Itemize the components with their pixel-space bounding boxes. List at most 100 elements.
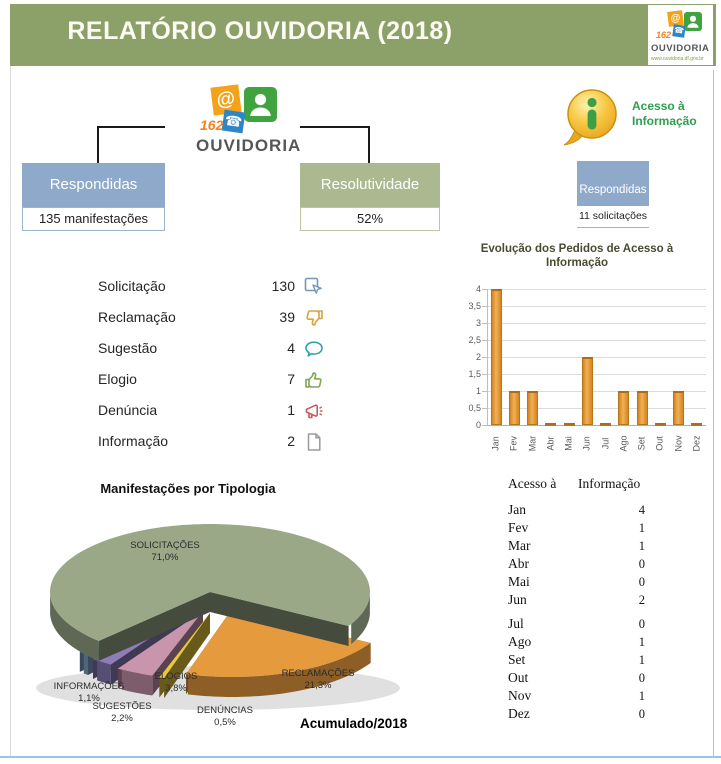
gridline — [487, 357, 706, 358]
table-month: Jun — [508, 592, 527, 607]
y-axis-line — [487, 289, 488, 425]
table-month: Nov — [508, 688, 532, 703]
table-header-right: Informação — [578, 476, 641, 491]
table-value: 1 — [638, 689, 645, 703]
acesso-respondidas-value: 11 solicitações — [577, 206, 649, 228]
bar-nov — [673, 391, 685, 425]
thumbs-up-icon — [303, 369, 325, 391]
gridline — [487, 289, 706, 290]
gridline — [487, 408, 706, 409]
tipo-value: 7 — [287, 371, 295, 387]
logo-url-text: www.ouvidoria.df.gov.br — [651, 56, 704, 62]
logo-brand-text: OUVIDORIA — [196, 136, 302, 155]
tipo-label: Reclamação — [98, 309, 176, 325]
table-month: Out — [508, 670, 529, 685]
page-bottom-border — [0, 756, 721, 758]
pie-label-denúncias: DENÚNCIAS 0,5% — [197, 705, 253, 728]
pie-label-informações: INFORMAÇÕES 1,1% — [53, 681, 125, 704]
pie-slice-wall — [210, 592, 349, 646]
y-tick-label: 2,5 — [468, 334, 481, 345]
person-icon — [687, 15, 699, 28]
tipo-value: 130 — [271, 278, 295, 294]
bar-set — [636, 391, 648, 425]
logo-phone-square: ☎ — [221, 109, 246, 134]
acesso-respondidas-box: Respondidas 11 solicitações — [577, 161, 649, 228]
table-month: Mai — [508, 574, 530, 589]
tipo-value: 2 — [287, 433, 295, 449]
y-tick-mark — [482, 425, 487, 426]
bar-dez — [691, 423, 703, 426]
acesso-badge-line1: Acesso à — [632, 99, 685, 113]
table-header-left: Acesso à — [508, 476, 557, 491]
logo-person-square — [684, 12, 702, 31]
x-tick-label: Set — [636, 436, 647, 451]
x-tick-label: Jun — [581, 436, 592, 451]
respondidas-label: Respondidas — [22, 163, 165, 207]
bar-abr — [545, 423, 557, 426]
pie-label-solicitações: SOLICITAÇÕES 71,0% — [130, 540, 200, 563]
pie-slice-solicitações — [50, 524, 370, 641]
page-title: RELATÓRIO OUVIDORIA (2018) — [67, 17, 453, 45]
table-month: Fev — [508, 520, 529, 535]
gridline — [487, 340, 706, 341]
x-tick-label: Out — [654, 436, 665, 451]
x-tick-label: Dez — [691, 435, 702, 452]
x-tick-label: Nov — [673, 435, 684, 452]
x-tick-label: Mar — [527, 435, 538, 452]
table-month: Set — [508, 652, 526, 667]
y-tick-mark — [482, 391, 487, 392]
logo-number: 162 — [656, 30, 672, 40]
resolutividade-box: Resolutividade 52% — [300, 163, 440, 231]
bar-jan — [490, 289, 502, 425]
y-tick-mark — [482, 306, 487, 307]
connector-line-right-v — [368, 126, 370, 164]
pie-slice-elogios — [117, 611, 203, 676]
table-month: Abr — [508, 556, 529, 571]
resolutividade-value: 52% — [300, 207, 440, 231]
y-tick-mark — [482, 323, 487, 324]
pie-slice-rim — [97, 660, 111, 685]
thumbs-down-icon — [303, 307, 325, 329]
bar-jun — [581, 357, 593, 425]
bar-mai — [563, 423, 575, 426]
pie-slice-rim — [187, 643, 371, 697]
acesso-badge-line2: Informação — [632, 114, 697, 128]
pie-chart-title: Manifestações por Tipologia — [100, 481, 276, 496]
bar-ago — [618, 391, 630, 425]
page-left-border — [10, 66, 11, 756]
table-value: 0 — [638, 671, 645, 685]
respondidas-box: Respondidas 135 manifestações — [22, 163, 165, 231]
person-icon — [250, 93, 271, 117]
y-tick-mark — [482, 289, 487, 290]
bar-chart-title: Evolução dos Pedidos de Acesso à Informa… — [480, 243, 674, 269]
table-value: 1 — [638, 635, 645, 649]
pie-slice-wall — [98, 592, 210, 661]
logo-phone-square: ☎ — [672, 24, 686, 38]
table-month: Dez — [508, 706, 530, 721]
table-month: Jul — [508, 616, 524, 631]
y-tick-label: 2 — [475, 351, 481, 362]
y-tick-label: 3,5 — [468, 300, 481, 311]
page-right-border — [713, 70, 714, 756]
connector-line-left-h — [97, 126, 165, 128]
y-tick-label: 1 — [475, 385, 481, 396]
connector-line-left-v — [97, 126, 99, 164]
table-value: 1 — [638, 521, 645, 535]
table-value: 1 — [638, 653, 645, 667]
pie-slice-rim — [50, 594, 99, 661]
header-band — [10, 4, 716, 66]
tipo-label: Solicitação — [98, 278, 166, 294]
tipo-value: 4 — [287, 340, 295, 356]
tipo-label: Elogio — [98, 371, 137, 387]
table-month: Ago — [508, 634, 532, 649]
y-tick-label: 0 — [475, 419, 481, 430]
x-tick-label: Mai — [563, 436, 574, 451]
pie-slice-rim — [121, 669, 153, 696]
respondidas-value: 135 manifestações — [22, 207, 165, 231]
y-tick-mark — [482, 340, 487, 341]
pie-slice-reclamações — [186, 609, 371, 677]
acesso-badge-text: Acesso à Informação — [632, 99, 697, 129]
table-month: Jan — [508, 502, 526, 517]
table-value: 4 — [638, 503, 645, 517]
